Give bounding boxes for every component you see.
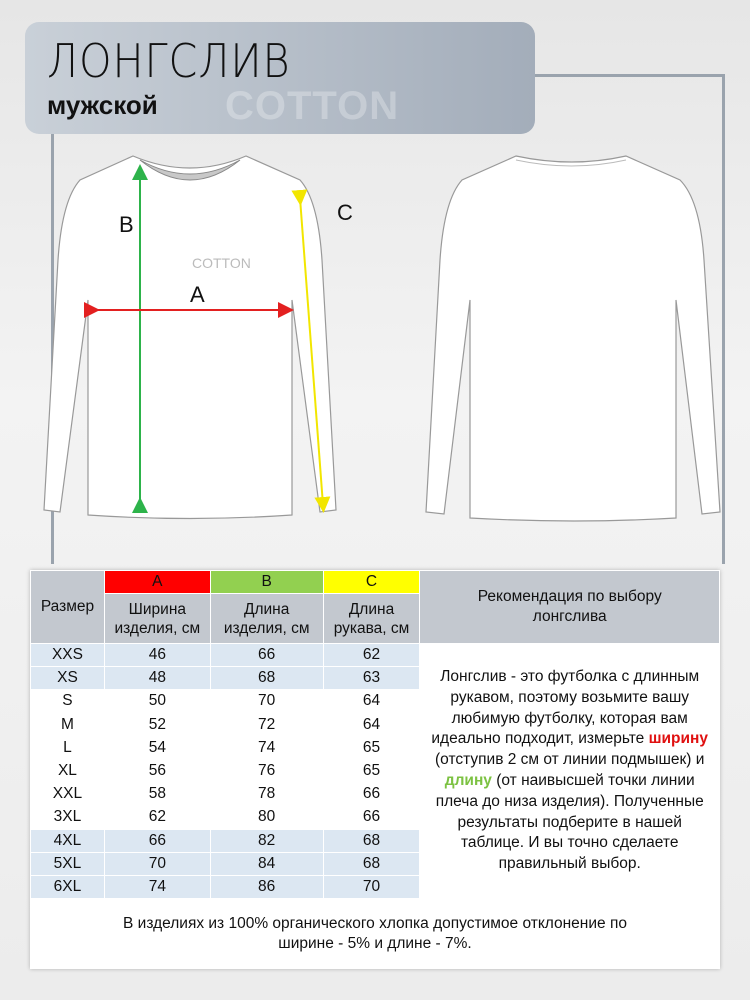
cell-b: 86: [209, 874, 324, 900]
cell-size: M: [30, 712, 105, 737]
chest-logo: COTTON: [192, 255, 251, 271]
table-row: XL 56 76 65: [30, 758, 720, 784]
cell-size: XXL: [30, 782, 105, 807]
cell-c: 66: [322, 805, 421, 830]
highlight-length: длину: [444, 772, 492, 790]
cell-c: 65: [322, 735, 421, 760]
watermark-logo: COTTON: [225, 84, 400, 128]
cell-b: 72: [209, 712, 324, 737]
arrow-c: [291, 189, 331, 513]
cell-b: 66: [209, 642, 324, 668]
cell-c: 63: [322, 666, 421, 691]
label-a: A: [190, 282, 205, 307]
col-a-letter: A: [103, 570, 211, 594]
cell-a: 56: [103, 758, 211, 784]
label-b: B: [119, 212, 134, 237]
table-row: M 52 72 64: [30, 712, 720, 737]
header-banner: COTTON ЛОНГСЛИВ мужской: [25, 22, 535, 134]
cell-c: 70: [322, 874, 421, 900]
cell-c: 68: [322, 828, 421, 853]
tolerance-note: В изделиях из 100% органического хлопка …: [30, 898, 720, 970]
cell-a: 48: [103, 666, 211, 691]
col-c-label: Длина рукава, см: [322, 593, 421, 644]
cell-a: 52: [103, 712, 211, 737]
cell-b: 68: [209, 666, 324, 691]
recommendation-title: Рекомендация по выбору лонгслива: [419, 570, 720, 644]
cell-size: S: [30, 689, 105, 714]
rec-part: (от наивысшей точки линии плеча до низа …: [435, 772, 704, 873]
cell-b: 76: [209, 758, 324, 784]
table-row: 4XL 66 82 68: [30, 828, 720, 853]
cell-a: 54: [103, 735, 211, 760]
cell-size: 3XL: [30, 805, 105, 830]
label-c: C: [337, 200, 353, 225]
table-row: 5XL 70 84 68: [30, 851, 720, 876]
cell-b: 78: [209, 782, 324, 807]
size-header: Размер: [30, 570, 105, 644]
table-row: L 54 74 65: [30, 735, 720, 760]
cell-c: 64: [322, 712, 421, 737]
col-b-letter: B: [209, 570, 324, 594]
cell-a: 58: [103, 782, 211, 807]
cell-size: XXS: [30, 642, 105, 668]
cell-a: 70: [103, 851, 211, 876]
highlight-width: ширину: [648, 730, 709, 748]
shirt-back: [425, 155, 721, 522]
rec-part: Лонгслив - это футболка с длинным рукаво…: [431, 668, 700, 748]
cell-b: 70: [209, 689, 324, 714]
cell-size: 4XL: [30, 828, 105, 853]
cell-a: 62: [103, 805, 211, 830]
cell-c: 65: [322, 758, 421, 784]
col-c-letter: C: [322, 570, 421, 594]
cell-size: XL: [30, 758, 105, 784]
frame-line: [535, 74, 725, 77]
page-title: ЛОНГСЛИВ: [47, 34, 291, 88]
table-row: XXL 58 78 66: [30, 782, 720, 807]
cell-c: 66: [322, 782, 421, 807]
col-a-label: Ширина изделия, см: [103, 593, 211, 644]
cell-a: 66: [103, 828, 211, 853]
cell-c: 64: [322, 689, 421, 714]
table-row: XXS 46 66 62 Лонгслив - это футболка с длинн…: [30, 642, 720, 900]
page-subtitle: мужской: [47, 90, 158, 120]
shirt-front: COTTON: [43, 155, 337, 520]
table-row: XS 48 68 63: [30, 666, 720, 691]
cell-b: 80: [209, 805, 324, 830]
shirt-diagram: COTTON: [43, 155, 721, 522]
cell-size: 6XL: [30, 874, 105, 900]
cell-a: 74: [103, 874, 211, 900]
table-row: 6XL 74 86 70: [30, 874, 720, 900]
cell-b: 82: [209, 828, 324, 853]
cell-c: 62: [322, 642, 421, 668]
table-row: S 50 70 64: [30, 689, 720, 714]
table-row: 3XL 62 80 66: [30, 805, 720, 830]
cell-b: 84: [209, 851, 324, 876]
cell-size: L: [30, 735, 105, 760]
cell-a: 50: [103, 689, 211, 714]
rec-part: (отступив 2 см от линии подмышек) и: [435, 751, 705, 769]
cell-c: 68: [322, 851, 421, 876]
cell-size: 5XL: [30, 851, 105, 876]
cell-size: XS: [30, 666, 105, 691]
recommendation-text: Лонгслив - это футболка с длинным рукаво…: [419, 642, 720, 900]
size-table: Размер A B C Рекомендация по выбору лонг…: [30, 570, 720, 970]
frame-line: [722, 74, 725, 564]
cell-a: 46: [103, 642, 211, 668]
col-b-label: Длина изделия, см: [209, 593, 324, 644]
cell-b: 74: [209, 735, 324, 760]
